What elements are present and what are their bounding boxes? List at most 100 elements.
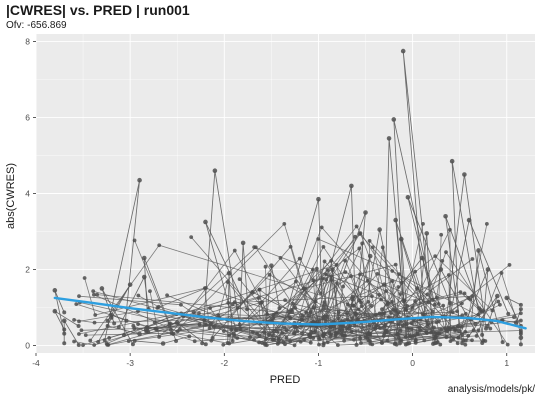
x-tick-label: 1 (504, 358, 509, 368)
data-point (439, 232, 444, 237)
data-point (425, 323, 430, 328)
data-point (302, 337, 306, 342)
data-point (226, 270, 232, 276)
data-point (393, 217, 398, 223)
data-point (267, 272, 272, 277)
data-point (451, 325, 456, 330)
data-point (370, 245, 375, 250)
data-point (504, 295, 510, 301)
data-point (109, 312, 114, 318)
data-point (358, 272, 362, 277)
subject-trace (284, 247, 522, 346)
data-point (363, 210, 368, 215)
data-point (413, 337, 418, 342)
data-point (298, 339, 303, 344)
data-point (77, 332, 81, 336)
data-point (329, 332, 334, 337)
data-point (455, 309, 460, 314)
data-point (518, 302, 523, 307)
data-point (257, 340, 261, 345)
data-point (308, 310, 313, 314)
data-point (141, 255, 147, 261)
data-point (507, 263, 512, 267)
data-point (484, 221, 489, 226)
data-point (282, 325, 287, 330)
data-point (466, 296, 471, 301)
data-point (210, 335, 215, 340)
data-point (518, 330, 523, 335)
data-point (282, 221, 287, 226)
data-point (405, 304, 410, 308)
data-point (374, 323, 379, 328)
data-point (432, 336, 437, 341)
data-point (174, 339, 179, 344)
data-point (99, 286, 105, 291)
data-point (389, 311, 394, 315)
data-point (418, 328, 423, 333)
data-point (409, 327, 414, 331)
data-point (385, 338, 390, 343)
data-point (383, 329, 388, 334)
data-point (240, 240, 246, 246)
data-point (232, 331, 236, 336)
data-point (330, 267, 335, 272)
data-point (434, 295, 439, 300)
data-point (390, 269, 395, 273)
data-point (480, 332, 485, 337)
data-point (366, 338, 371, 343)
data-point (116, 325, 121, 330)
data-point (325, 268, 330, 272)
data-point (382, 282, 387, 287)
data-point (93, 313, 98, 317)
y-tick-label: 8 (25, 37, 30, 47)
y-tick-label: 2 (25, 264, 30, 274)
data-point (303, 286, 308, 291)
data-point (157, 335, 162, 339)
data-point (399, 280, 404, 285)
data-point (96, 340, 101, 345)
data-point (349, 183, 354, 189)
data-point (359, 304, 364, 309)
data-point (175, 329, 180, 334)
data-point (444, 250, 448, 255)
data-point (474, 334, 479, 338)
data-point (203, 342, 208, 347)
data-point (348, 274, 353, 279)
data-point (422, 338, 427, 343)
data-point (473, 322, 478, 326)
data-point (485, 267, 491, 272)
data-point (187, 334, 192, 339)
data-point (322, 303, 327, 308)
subject-trace (239, 273, 491, 339)
data-point (202, 318, 207, 323)
data-point (72, 317, 76, 322)
data-point (470, 294, 475, 299)
data-point (349, 329, 354, 334)
data-point (403, 334, 408, 339)
data-point (232, 300, 237, 305)
data-point (238, 327, 243, 332)
data-point (322, 259, 327, 264)
data-point (148, 289, 152, 294)
data-point (488, 326, 493, 331)
data-point (460, 332, 465, 337)
y-tick-label: 4 (25, 189, 30, 199)
data-point (308, 340, 313, 345)
data-point (145, 326, 150, 331)
data-point (235, 306, 240, 310)
data-point (466, 217, 472, 223)
data-point (409, 321, 414, 326)
data-point (257, 334, 262, 338)
data-point (335, 343, 340, 347)
data-point (370, 342, 375, 347)
data-point (398, 338, 402, 343)
data-point (357, 298, 362, 303)
data-point (107, 336, 112, 340)
data-point (271, 316, 276, 320)
data-point (321, 343, 326, 348)
data-point (440, 258, 445, 263)
data-point (367, 239, 372, 243)
data-point (229, 327, 234, 332)
data-point (460, 301, 464, 306)
data-point (237, 277, 242, 282)
